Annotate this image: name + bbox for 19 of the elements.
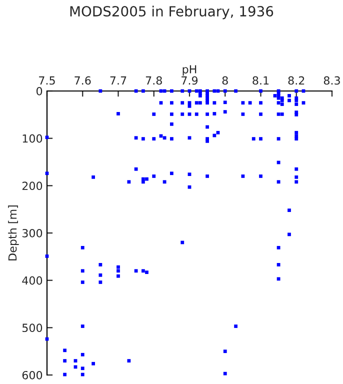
- x-tick-label: 7.5: [39, 76, 55, 85]
- x-tick-label: 8: [222, 76, 228, 85]
- y-tick-label: 400: [22, 276, 42, 285]
- x-tick-label: 7.8: [146, 76, 162, 85]
- x-tick-label: 7.6: [74, 76, 91, 85]
- x-tick-label: 7.7: [110, 76, 126, 85]
- y-tick-label: 0: [36, 86, 42, 96]
- y-tick-label: 300: [22, 228, 42, 238]
- y-tick-label: 200: [22, 182, 42, 190]
- y-tick-label: 600: [22, 370, 42, 380]
- x-tick-label: 8.2: [288, 76, 304, 85]
- y-tick-label: 100: [22, 134, 42, 143]
- y-tick-label: 500: [22, 324, 42, 332]
- x-tick-label: 7.9: [182, 76, 198, 85]
- y-axis-title: Depth [m]: [8, 206, 19, 260]
- x-tick-label: 8.3: [324, 76, 340, 85]
- x-tick-label: 8.1: [252, 76, 269, 85]
- chart-title: MODS2005 in February, 1936: [70, 6, 274, 20]
- x-axis-title: pH: [182, 65, 196, 76]
